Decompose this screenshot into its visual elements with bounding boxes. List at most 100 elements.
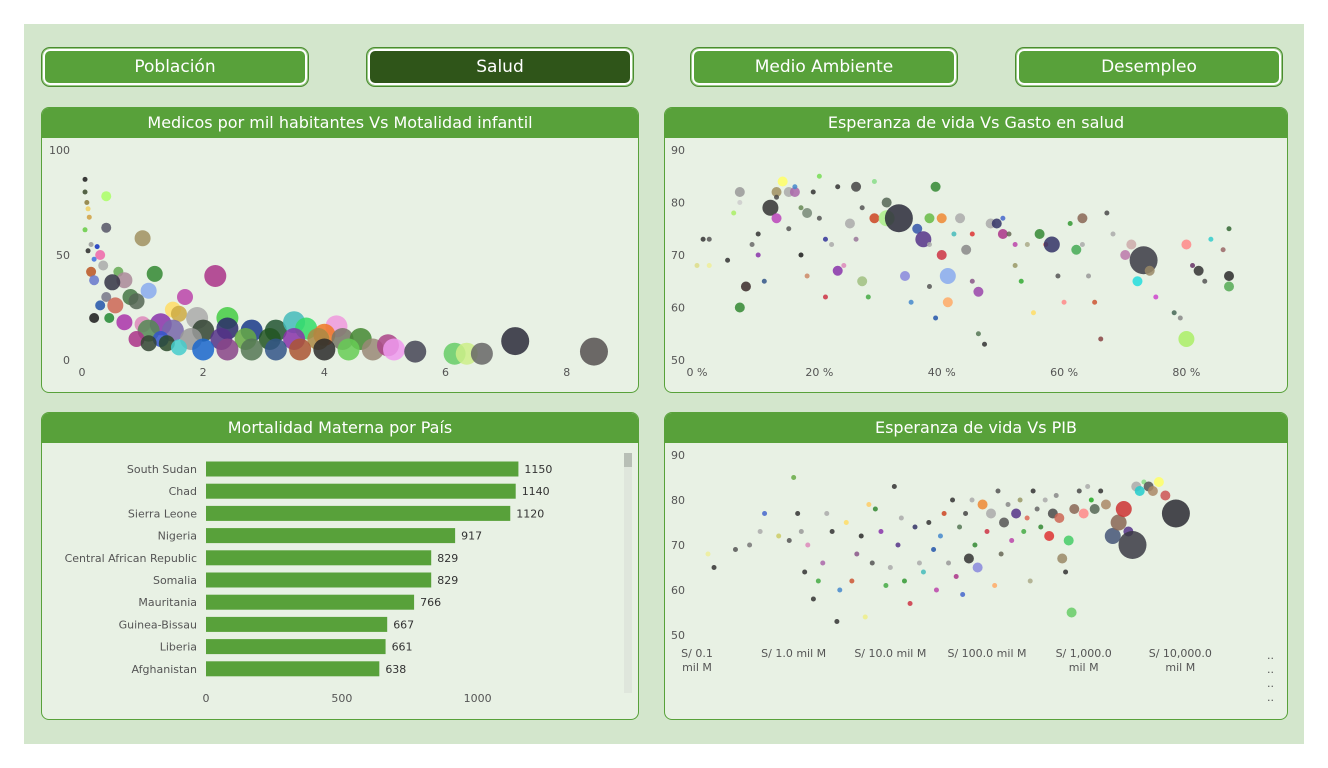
scatter-point[interactable] bbox=[832, 265, 843, 276]
scatter-point[interactable] bbox=[933, 315, 939, 321]
scatter-point[interactable] bbox=[878, 529, 884, 534]
scatter-point[interactable] bbox=[740, 281, 751, 292]
scatter-point[interactable] bbox=[1006, 231, 1012, 237]
scatter-point[interactable] bbox=[1030, 310, 1036, 316]
scatter-point[interactable] bbox=[104, 274, 121, 291]
scatter-point[interactable] bbox=[951, 231, 957, 237]
scatter-point[interactable] bbox=[1005, 502, 1011, 507]
scatter-point[interactable] bbox=[749, 242, 755, 247]
scatter-point[interactable] bbox=[995, 488, 1001, 494]
scatter-point[interactable] bbox=[961, 244, 972, 255]
scatter-point[interactable] bbox=[1181, 239, 1192, 250]
scatter-point[interactable] bbox=[158, 335, 175, 352]
scatter-point[interactable] bbox=[86, 266, 97, 277]
scatter-point[interactable] bbox=[761, 278, 767, 284]
scatter-point[interactable] bbox=[98, 260, 109, 271]
scatter-point[interactable] bbox=[963, 511, 969, 516]
scatter-point[interactable] bbox=[771, 187, 782, 197]
nav-button-salud[interactable]: Salud bbox=[367, 48, 633, 86]
scatter-point[interactable] bbox=[1110, 514, 1127, 531]
scatter-point[interactable] bbox=[1085, 484, 1091, 489]
bar[interactable] bbox=[206, 661, 380, 677]
scatter-point[interactable] bbox=[895, 542, 901, 548]
scatter-point[interactable] bbox=[1086, 273, 1092, 279]
scatter-point[interactable] bbox=[170, 339, 187, 356]
scatter-point[interactable] bbox=[815, 578, 821, 584]
scatter-point[interactable] bbox=[762, 199, 779, 216]
scatter-point[interactable] bbox=[1017, 497, 1023, 503]
scatter-point[interactable] bbox=[802, 569, 808, 575]
scatter-point[interactable] bbox=[140, 335, 157, 352]
scatter-point[interactable] bbox=[1226, 226, 1232, 232]
scatter-point[interactable] bbox=[1161, 499, 1190, 528]
scatter-point[interactable] bbox=[1063, 569, 1069, 575]
scatter-point[interactable] bbox=[737, 200, 743, 205]
scatter-point[interactable] bbox=[337, 338, 360, 361]
scatter-point[interactable] bbox=[920, 569, 926, 575]
scatter-point[interactable] bbox=[908, 299, 914, 305]
scatter-point[interactable] bbox=[881, 197, 892, 208]
scatter-point[interactable] bbox=[116, 314, 133, 331]
scatter-point[interactable] bbox=[942, 297, 953, 308]
scatter-point[interactable] bbox=[869, 213, 880, 224]
scatter-point[interactable] bbox=[1190, 263, 1196, 268]
scatter-point[interactable] bbox=[313, 338, 336, 361]
scatter-point[interactable] bbox=[843, 520, 849, 525]
scatter-point[interactable] bbox=[177, 289, 193, 305]
scatter-point[interactable] bbox=[1071, 244, 1082, 255]
scatter-point[interactable] bbox=[264, 338, 287, 361]
scatter-point[interactable] bbox=[810, 596, 816, 602]
scatter-point[interactable] bbox=[898, 515, 904, 521]
scatter-point[interactable] bbox=[84, 200, 90, 205]
scatter-point[interactable] bbox=[837, 587, 843, 593]
scatter-point[interactable] bbox=[936, 213, 947, 224]
scatter-point[interactable] bbox=[755, 252, 761, 258]
scatter-point[interactable] bbox=[1144, 265, 1155, 276]
scatter-point[interactable] bbox=[871, 179, 877, 184]
scatter-point[interactable] bbox=[1134, 486, 1145, 496]
scatter-point[interactable] bbox=[1061, 299, 1067, 305]
scatter-point[interactable] bbox=[858, 533, 864, 539]
scatter-point[interactable] bbox=[1193, 265, 1204, 276]
bar-chart-mortalidad-materna[interactable]: South Sudan 1150 Chad 1140 Sierra Leone 1120 N… bbox=[42, 413, 639, 720]
scatter-point[interactable] bbox=[128, 331, 145, 347]
scatter-point[interactable] bbox=[1208, 236, 1214, 242]
scatter-point[interactable] bbox=[998, 551, 1004, 557]
scatter-point[interactable] bbox=[694, 263, 700, 268]
scatter-point[interactable] bbox=[774, 194, 780, 200]
scatter-point[interactable] bbox=[936, 250, 947, 260]
scatter-point[interactable] bbox=[1034, 506, 1040, 512]
scatter-point[interactable] bbox=[404, 340, 427, 363]
scatter-point[interactable] bbox=[501, 327, 530, 356]
scatter-point[interactable] bbox=[1057, 553, 1068, 564]
scatter-point[interactable] bbox=[798, 529, 804, 534]
scatter-point[interactable] bbox=[1024, 242, 1030, 247]
scatter-point[interactable] bbox=[1220, 247, 1226, 253]
scatter-point[interactable] bbox=[170, 305, 187, 322]
scatter-point[interactable] bbox=[1054, 513, 1065, 523]
scatter-point[interactable] bbox=[973, 286, 984, 297]
scatter-point[interactable] bbox=[1011, 508, 1022, 519]
scatter-point[interactable] bbox=[747, 542, 753, 548]
scatter-point[interactable] bbox=[916, 560, 922, 566]
scatter-point[interactable] bbox=[969, 231, 975, 237]
scatter-point[interactable] bbox=[883, 583, 889, 588]
scatter-point[interactable] bbox=[95, 300, 106, 311]
scatter-point[interactable] bbox=[1178, 331, 1195, 347]
scatter-point[interactable] bbox=[926, 242, 932, 247]
scatter-point[interactable] bbox=[984, 529, 990, 534]
scatter-point[interactable] bbox=[950, 497, 956, 503]
bar[interactable] bbox=[206, 639, 386, 655]
nav-button-medio-ambiente[interactable]: Medio Ambiente bbox=[691, 48, 957, 86]
scatter-point[interactable] bbox=[1132, 276, 1143, 287]
bar[interactable] bbox=[206, 505, 511, 521]
scatter-point[interactable] bbox=[1118, 531, 1147, 559]
scatter-point[interactable] bbox=[829, 242, 835, 247]
scatter-point[interactable] bbox=[1009, 538, 1015, 543]
scatter-point[interactable] bbox=[731, 210, 737, 216]
scatter-point[interactable] bbox=[1067, 221, 1073, 226]
scatter-point[interactable] bbox=[725, 257, 731, 263]
scatter-point[interactable] bbox=[869, 560, 875, 566]
scatter-point[interactable] bbox=[972, 542, 978, 548]
scatter-point[interactable] bbox=[841, 263, 847, 268]
